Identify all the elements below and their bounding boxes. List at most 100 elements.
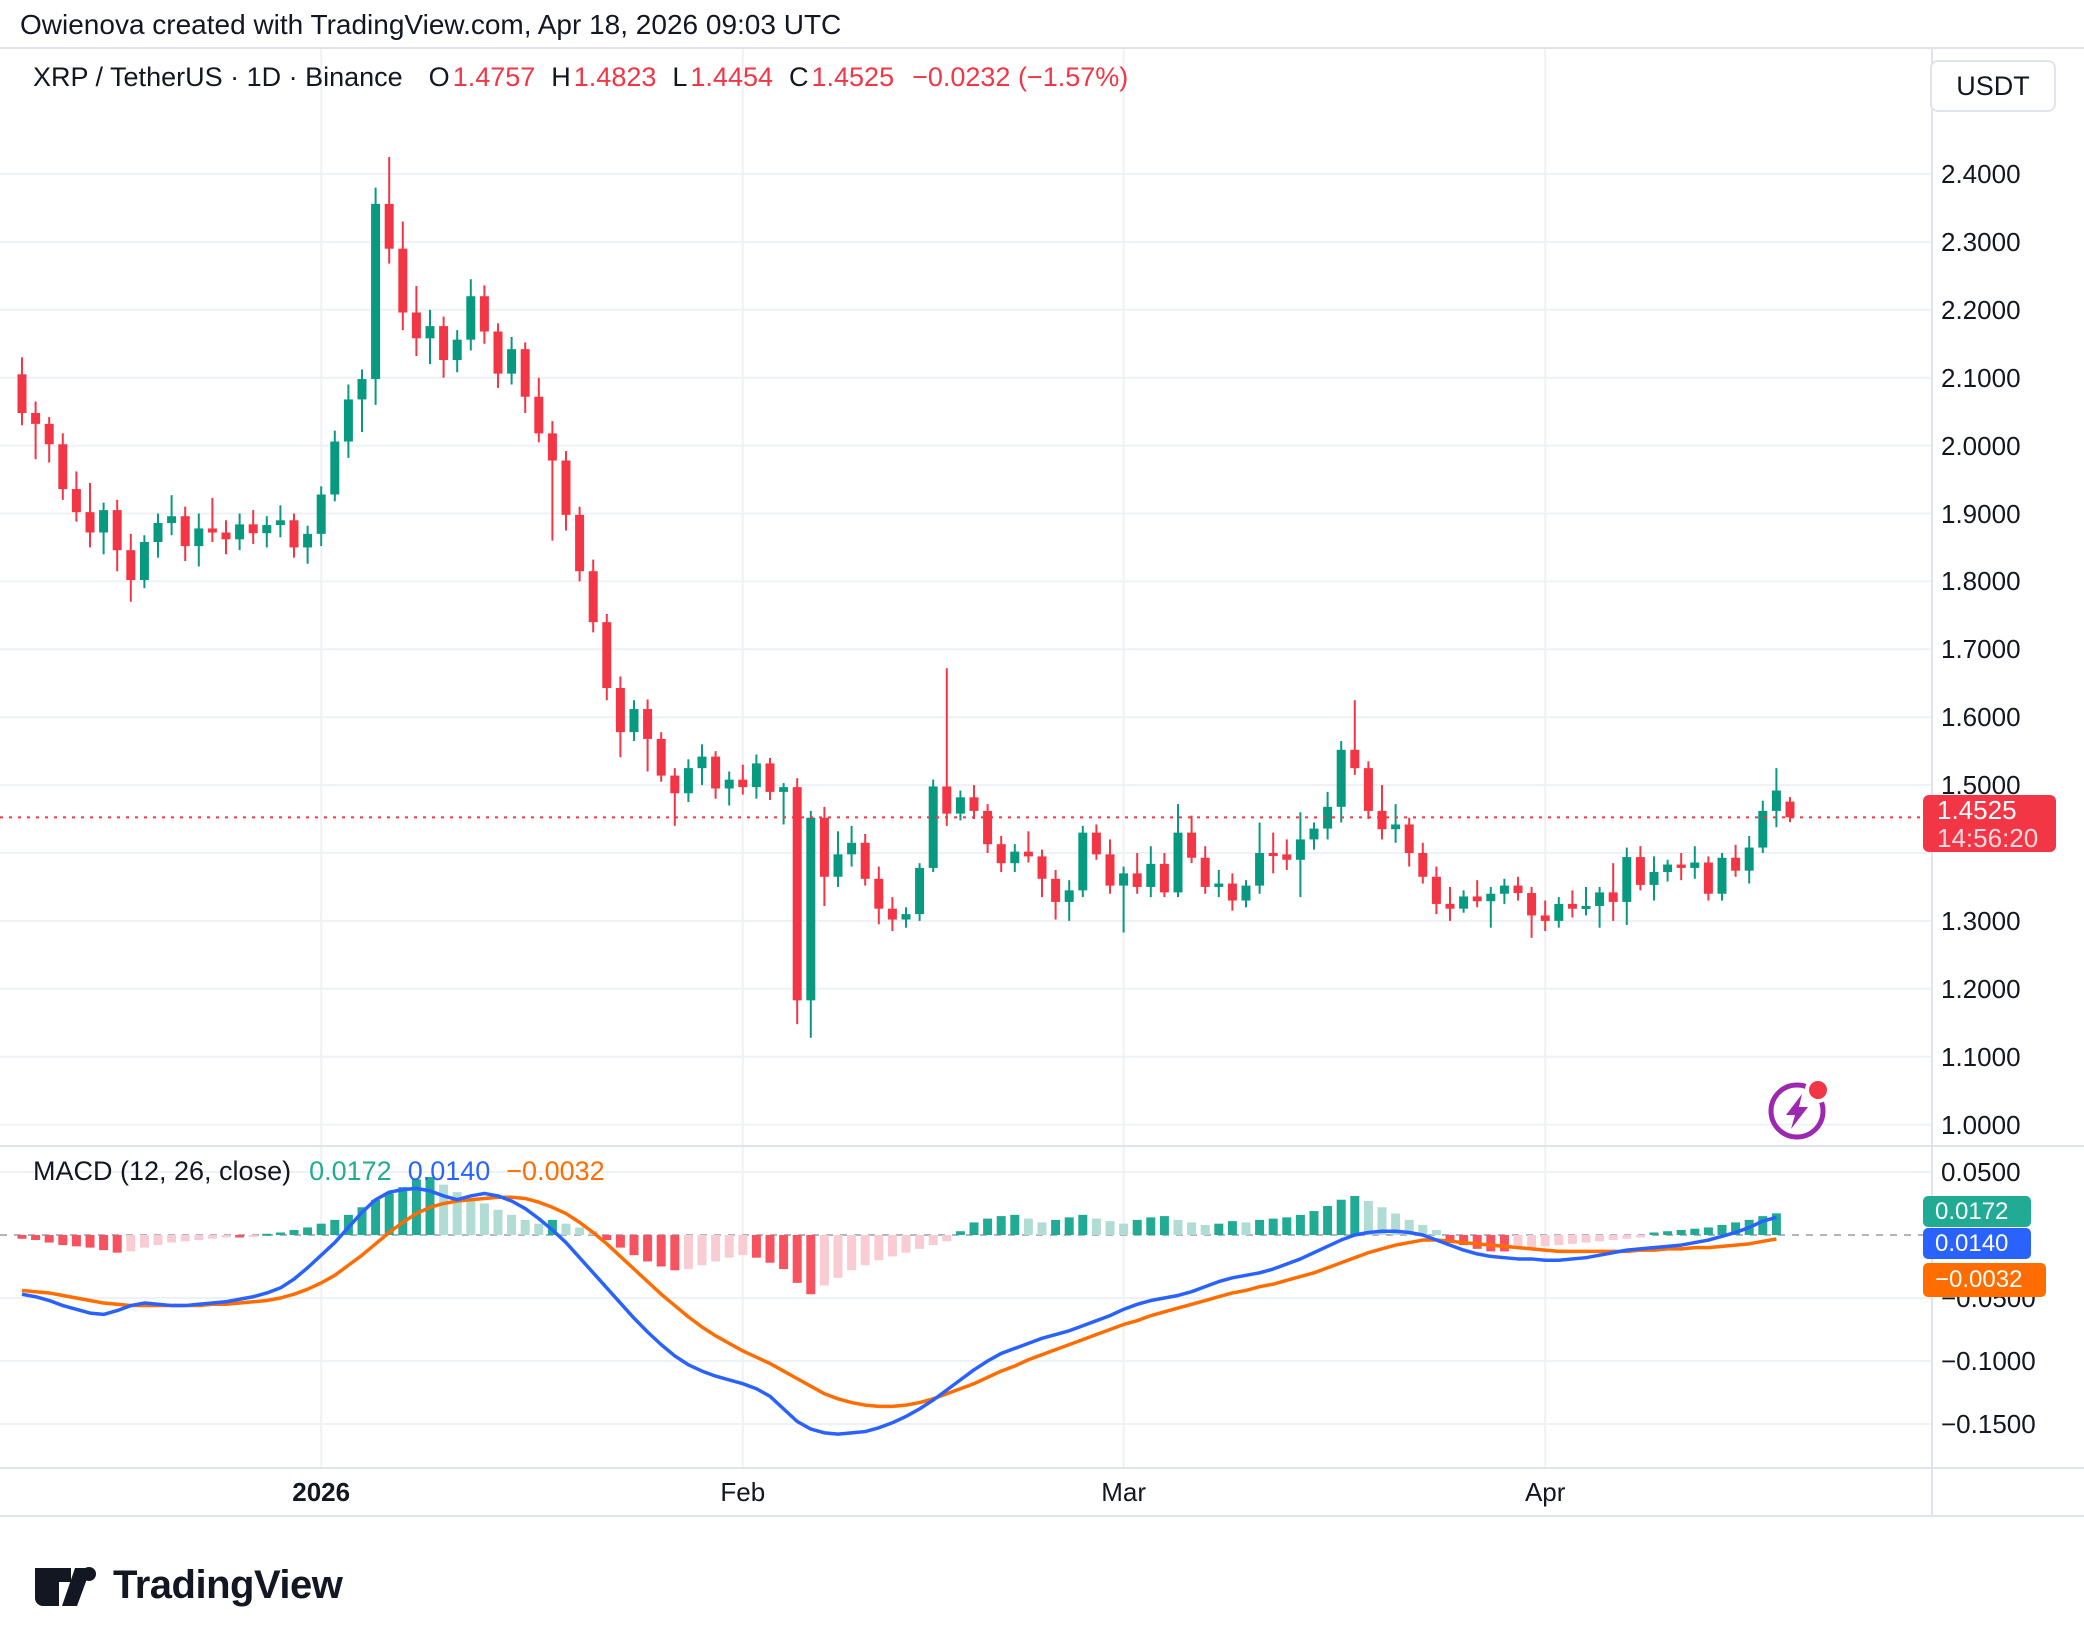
candle-body: [99, 510, 109, 533]
close-value: 1.4525: [811, 62, 895, 92]
macd-histogram-bar: [207, 1235, 217, 1239]
candle-body: [1255, 853, 1265, 886]
candle-body: [942, 786, 952, 814]
macd-histogram-bar: [629, 1235, 639, 1256]
candle-body: [207, 528, 217, 533]
candle-body: [806, 817, 816, 1001]
candle-body: [507, 349, 517, 374]
signal-line: [21, 1195, 1777, 1409]
macd-histogram-bar: [1690, 1228, 1700, 1235]
candle-body: [180, 516, 190, 547]
macd-histogram-bar: [683, 1235, 693, 1270]
candle-body: [411, 312, 421, 339]
macd-histogram-bar: [126, 1235, 136, 1252]
candle-body: [683, 768, 693, 794]
candle-body: [262, 525, 272, 534]
macd-axis-tick: 0.0500: [1941, 1157, 2021, 1187]
macd-histogram-bar: [507, 1214, 517, 1235]
candle-body: [1404, 824, 1414, 853]
candle-body: [1418, 853, 1428, 877]
price-axis-tick: 1.7000: [1941, 634, 2021, 665]
candle-body: [602, 622, 612, 689]
price-axis-tick: 1.0000: [1941, 1109, 2021, 1140]
candle-body: [1241, 885, 1251, 901]
candle-body: [221, 532, 231, 540]
macd-histogram-bar: [547, 1219, 557, 1235]
candle-body: [1540, 915, 1550, 921]
macd-histogram-bar: [1418, 1224, 1428, 1235]
symbol-title[interactable]: XRP / TetherUS · 1D · Binance: [33, 62, 403, 92]
countdown-timer: 14:56:20: [1937, 823, 2039, 853]
macd-histogram-bar: [1146, 1217, 1156, 1235]
candle-body: [357, 379, 367, 400]
candle-body: [479, 296, 489, 332]
macd-histogram-bar: [874, 1235, 884, 1261]
candle-body: [547, 433, 557, 461]
candle-body: [1744, 847, 1754, 871]
macd-histogram-bar: [1363, 1200, 1373, 1235]
macd-histogram-bar: [1554, 1235, 1564, 1246]
macd-histogram-bar: [1758, 1216, 1768, 1235]
candle-body: [969, 797, 979, 811]
candle-body: [1459, 896, 1469, 909]
macd-histogram-bar: [1676, 1229, 1686, 1235]
macd-histogram-bar: [1703, 1227, 1713, 1235]
macd-histogram-bar: [1431, 1229, 1441, 1235]
header-credit: Owienova created with TradingView.com, A…: [20, 9, 842, 40]
macd-histogram-bar: [289, 1229, 299, 1235]
candle-body: [1391, 824, 1401, 830]
candle-body: [384, 203, 394, 249]
macd-histogram-bar: [1091, 1218, 1101, 1235]
candle-body: [1268, 853, 1278, 856]
candle-body: [58, 444, 68, 490]
macd-histogram-bar: [738, 1235, 748, 1256]
macd-histogram-bar: [357, 1207, 367, 1235]
macd-histogram-bar: [316, 1223, 326, 1235]
macd-histogram-bar: [1336, 1199, 1346, 1235]
candle-body: [17, 374, 27, 414]
candle-body: [779, 787, 789, 792]
lightning-icon[interactable]: [1764, 1077, 1832, 1145]
candle-body: [1445, 903, 1455, 909]
price-axis-tick: 1.3000: [1941, 905, 2021, 936]
price-axis-tick: 2.3000: [1941, 226, 2021, 257]
candle-body: [1309, 828, 1319, 840]
candle-body: [139, 542, 149, 581]
candle-body: [126, 550, 136, 581]
candle-body: [44, 423, 54, 445]
candle-body: [466, 296, 476, 340]
candle-body: [452, 339, 462, 361]
candle-body: [874, 878, 884, 909]
candle-body: [85, 512, 95, 533]
candle-body: [1513, 885, 1523, 894]
candle-body: [697, 756, 707, 769]
macd-title[interactable]: MACD (12, 26, close): [33, 1156, 292, 1186]
macd-histogram-bar: [1581, 1235, 1591, 1243]
candle-body: [520, 349, 530, 397]
macd-histogram-bar: [792, 1235, 802, 1283]
macd-histogram-bar: [1486, 1235, 1496, 1252]
macd-histogram-bar: [561, 1223, 571, 1235]
macd-histogram-bar: [1132, 1219, 1142, 1235]
macd-histogram-bar: [275, 1232, 285, 1235]
macd-histogram-bar: [1105, 1221, 1115, 1235]
candle-body: [1472, 896, 1482, 902]
macd-histogram-bar: [1295, 1214, 1305, 1235]
macd-histogram-bar: [167, 1235, 177, 1243]
candle-body: [887, 908, 897, 920]
candle-body: [588, 571, 598, 623]
candle-body: [1690, 862, 1700, 868]
currency-button[interactable]: USDT: [1930, 60, 2056, 112]
macd-histogram-bar: [71, 1235, 81, 1247]
candle-body: [1567, 903, 1577, 909]
candle-body: [765, 763, 775, 792]
macd-histogram-bar: [643, 1235, 653, 1262]
macd-histogram-bar: [1771, 1213, 1781, 1235]
tradingview-logo[interactable]: TradingView: [33, 1560, 343, 1610]
macd-legend: MACD (12, 26, close) 0.0172 0.0140 −0.00…: [33, 1156, 605, 1187]
macd-histogram-bar: [751, 1235, 761, 1258]
macd-histogram-bar: [833, 1235, 843, 1278]
tradingview-logo-text: TradingView: [113, 1562, 343, 1607]
